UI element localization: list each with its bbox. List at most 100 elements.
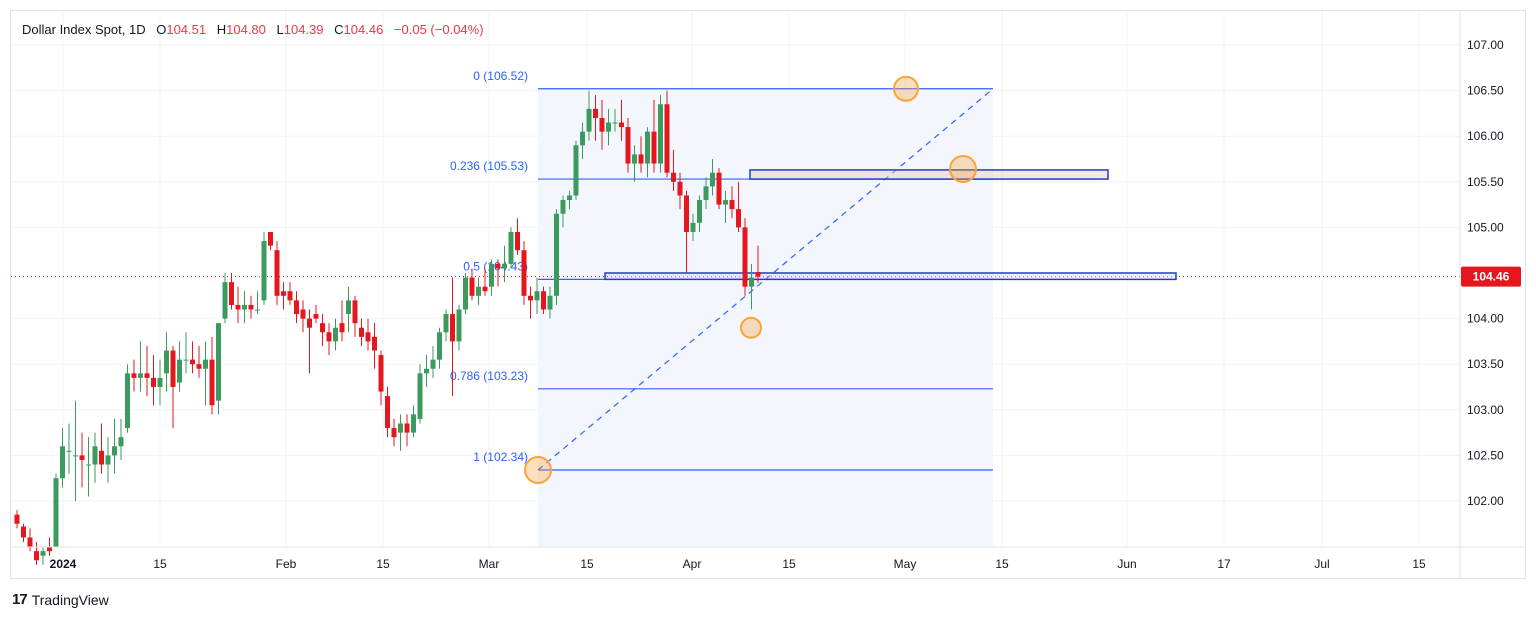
time-tick-label: 15	[1412, 557, 1426, 571]
candle-body	[229, 282, 234, 305]
price-tag-label: 104.46	[1473, 270, 1510, 284]
time-axis: 2024 15 Feb 15 Mar 15 Apr 15 May 15 Jun 17 Jul 15	[11, 546, 1525, 571]
candle-body	[125, 373, 130, 429]
candle-body	[365, 332, 371, 342]
price-tick-label: 107.00	[1467, 38, 1504, 52]
candle-body	[248, 304, 254, 310]
candle-body	[157, 377, 163, 387]
candle-body	[593, 108, 598, 118]
candle-body	[255, 309, 260, 311]
candle-body	[151, 377, 156, 387]
zone-box	[749, 169, 1109, 180]
candle-body	[73, 455, 78, 457]
fib-level-label: 0.236 (105.53)	[450, 159, 528, 173]
candle-body	[521, 250, 527, 296]
turning-point-marker	[524, 455, 552, 484]
high-label: H	[216, 22, 227, 37]
candle-body	[79, 455, 85, 460]
time-tick-label: 2024	[50, 557, 77, 571]
candle-body	[47, 546, 52, 552]
fib-shaded-area	[538, 88, 993, 547]
candle-body	[742, 227, 748, 287]
candle-body	[645, 131, 650, 164]
candle-body	[320, 323, 325, 333]
candle-body	[339, 323, 345, 333]
candle-body	[112, 446, 117, 456]
price-tick-label: 102.50	[1467, 448, 1504, 462]
low-label: L	[276, 22, 284, 37]
candle-body	[729, 200, 735, 210]
candle-body	[658, 104, 663, 164]
candle-body	[21, 526, 26, 538]
time-tick-label: Feb	[276, 557, 297, 571]
tradingview-brand[interactable]: 17 TradingView	[12, 591, 109, 608]
candle-body	[710, 172, 715, 187]
candle-body	[508, 231, 514, 264]
candle-body	[463, 277, 468, 310]
tradingview-name: TradingView	[31, 591, 109, 608]
candle-body	[404, 423, 410, 433]
price-tick-label: 105.00	[1467, 220, 1504, 234]
candle-body	[528, 295, 533, 301]
time-tick-label: May	[894, 557, 917, 571]
candle-body	[209, 359, 215, 406]
candle-body	[92, 446, 98, 465]
candle-body	[235, 304, 241, 310]
candle-body	[177, 359, 182, 383]
candle-body	[144, 373, 150, 378]
fib-level-label: 1 (102.34)	[473, 450, 528, 464]
candles	[14, 90, 761, 565]
price-tick-label: 104.00	[1467, 312, 1504, 326]
candle-body	[482, 286, 488, 292]
candle-body	[671, 172, 676, 182]
candle-body	[216, 323, 221, 401]
candle-body	[495, 263, 501, 269]
time-tick-label: Jul	[1314, 557, 1329, 571]
candle-body	[138, 373, 143, 378]
time-tick-label: 15	[995, 557, 1009, 571]
candle-body	[203, 359, 208, 369]
tradingview-logo-icon: 17	[12, 591, 28, 608]
candle-body	[690, 222, 696, 232]
candle-body	[677, 181, 683, 196]
interval[interactable]: 1D	[128, 22, 146, 37]
open-label: O	[156, 22, 167, 37]
candle-body	[274, 250, 280, 296]
change-value: −0.05 (−0.04%)	[393, 22, 484, 37]
candle-body	[307, 318, 312, 328]
candle-body	[411, 414, 416, 433]
candle-body	[437, 332, 442, 360]
time-tick-label: 17	[1217, 557, 1231, 571]
symbol-name[interactable]: Dollar Index Spot	[22, 22, 122, 37]
candle-body	[60, 446, 65, 479]
candle-body	[586, 108, 592, 132]
candle-body	[53, 478, 59, 547]
candle-body	[222, 282, 228, 319]
candle-body	[268, 231, 273, 246]
candle-body	[749, 277, 754, 287]
candle-body	[723, 200, 728, 205]
candle-body	[378, 355, 384, 392]
candle-body	[651, 131, 657, 164]
price-tag-box	[1461, 266, 1521, 287]
candle-body	[313, 314, 319, 319]
turning-point-markers	[524, 75, 977, 484]
candle-body	[625, 127, 631, 164]
high-value: 104.80	[226, 22, 266, 37]
support-resistance-zones	[604, 169, 1177, 281]
candle-body	[573, 145, 579, 196]
candle-body	[469, 277, 475, 296]
candle-body	[755, 272, 761, 277]
turning-point-marker	[893, 75, 919, 102]
candle-body	[606, 122, 611, 132]
candle-body	[34, 551, 39, 561]
candle-body	[664, 104, 670, 173]
candle-body	[391, 428, 397, 438]
candle-body	[27, 537, 33, 547]
candle-body	[417, 373, 423, 419]
candle-body	[736, 209, 741, 228]
candle-body	[66, 450, 72, 452]
price-axis: 107.00 106.50 106.00 105.50 105.00 104.00 103.…	[1459, 11, 1504, 578]
candle-body	[619, 122, 624, 128]
